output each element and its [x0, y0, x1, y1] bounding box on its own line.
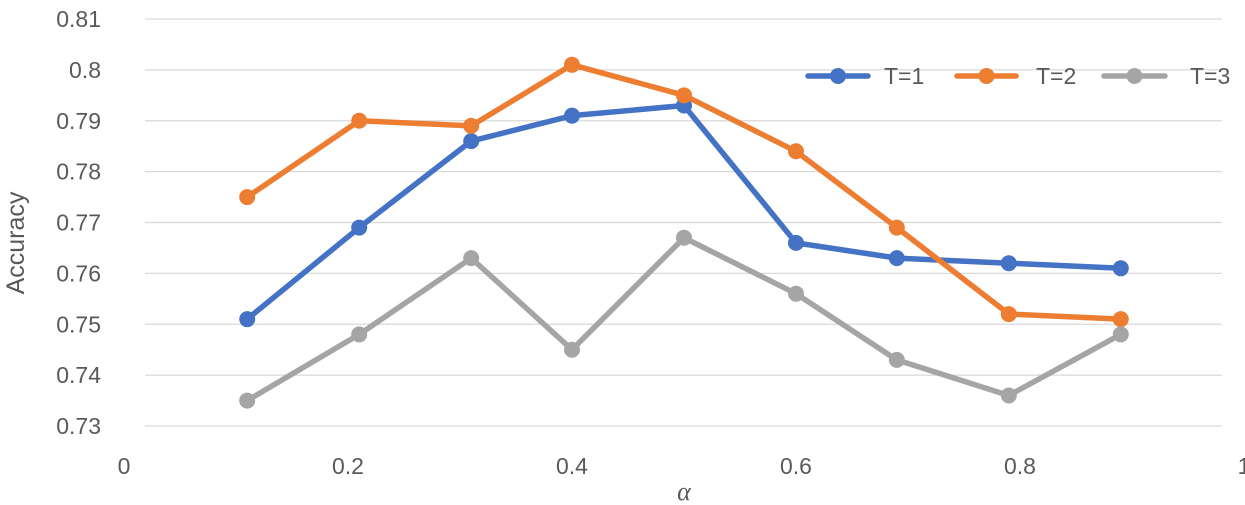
data-point-series-1: [1000, 255, 1017, 272]
data-point-series-3: [676, 229, 692, 246]
data-point-series-2: [788, 143, 804, 160]
data-point-series-3: [351, 326, 368, 343]
x-axis-title: α: [677, 477, 692, 505]
data-point-series-3: [463, 250, 480, 267]
x-tick-label: 0.2: [332, 453, 364, 479]
legend-marker-1: [830, 68, 846, 84]
y-tick-label: 0.81: [56, 6, 101, 32]
data-point-series-3: [888, 351, 905, 368]
data-point-series-2: [463, 117, 480, 134]
data-point-series-2: [564, 56, 580, 73]
data-point-series-3: [1112, 326, 1129, 343]
data-point-series-3: [1000, 387, 1017, 404]
y-tick-label: 0.78: [56, 159, 101, 185]
data-point-series-2: [1000, 306, 1017, 323]
y-tick-label: 0.8: [69, 57, 101, 83]
series-line-1: [244, 102, 1124, 322]
data-point-series-2: [351, 112, 368, 129]
y-axis-title: Accuracy: [2, 191, 30, 294]
data-point-series-1: [1112, 260, 1129, 277]
gridlines: [145, 18, 1222, 427]
y-tick-label: 0.75: [56, 311, 101, 337]
legend-label-2: T=2: [1036, 63, 1076, 89]
x-tick-label: 0.8: [1004, 453, 1036, 479]
x-tick-label: 0.4: [556, 453, 588, 479]
legend-label-1: T=1: [884, 63, 924, 89]
legend-marker-2: [978, 68, 995, 84]
data-point-series-3: [564, 341, 580, 358]
axes: 0.810.80.790.780.770.760.750.740.730 0.2 0…: [56, 6, 1245, 479]
data-point-series-2: [676, 87, 692, 104]
y-tick-label: 0.79: [56, 108, 101, 134]
legend: T=1 T=2 T=3: [805, 63, 1230, 89]
data-point-series-1: [239, 311, 256, 328]
x-tick-label: 1: [1238, 453, 1245, 479]
y-tick-label: 0.73: [56, 413, 101, 439]
data-point-series-2: [239, 189, 256, 206]
x-tick-label: 0.6: [780, 453, 812, 479]
data-point-series-2: [1112, 311, 1129, 328]
data-point-series-2: [888, 219, 905, 236]
data-point-series-1: [463, 133, 480, 150]
y-tick-label: 0.76: [56, 260, 101, 286]
data-point-series-1: [888, 250, 905, 267]
legend-label-3: T=3: [1190, 63, 1230, 89]
data-point-series-1: [564, 107, 580, 124]
series-lines: [239, 56, 1129, 409]
y-tick-label: 0.77: [56, 210, 101, 236]
data-point-series-1: [351, 219, 368, 236]
x-tick-label: 0: [118, 453, 131, 479]
legend-marker-3: [1126, 68, 1143, 84]
data-point-series-1: [788, 234, 804, 251]
data-point-series-3: [239, 392, 256, 409]
data-point-series-3: [788, 285, 804, 302]
y-tick-label: 0.74: [56, 362, 101, 388]
